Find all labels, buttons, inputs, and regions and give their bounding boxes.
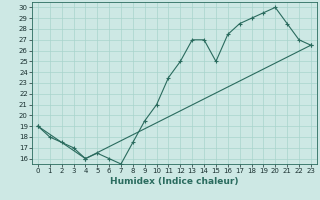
X-axis label: Humidex (Indice chaleur): Humidex (Indice chaleur): [110, 177, 239, 186]
